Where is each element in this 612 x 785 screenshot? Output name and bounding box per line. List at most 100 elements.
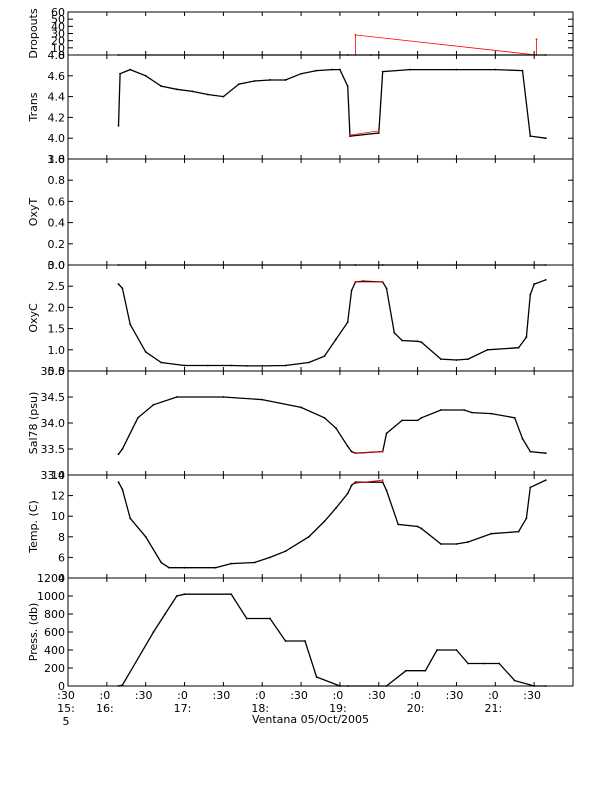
trans-point bbox=[191, 90, 194, 93]
oxyc-point bbox=[144, 351, 147, 353]
temp-point bbox=[307, 535, 310, 538]
temp-point bbox=[381, 481, 384, 484]
x-tick-label: :30 bbox=[368, 689, 386, 702]
sal78-point bbox=[137, 416, 139, 419]
oxyt-axis-label: OxyT bbox=[27, 198, 40, 227]
trans-ytick-label: 3.8 bbox=[48, 153, 66, 166]
sal78-point bbox=[323, 416, 326, 419]
dropouts-ytick-label: 40 bbox=[51, 20, 65, 33]
temp-series-1 bbox=[117, 479, 547, 569]
sal78-ytick-label: 33.5 bbox=[41, 443, 66, 456]
oxyt-ytick-label: 0.8 bbox=[48, 174, 66, 187]
trans-point bbox=[144, 74, 147, 77]
temp-ytick-label: 12 bbox=[51, 490, 65, 503]
temp-point bbox=[144, 535, 147, 538]
press-point bbox=[175, 595, 178, 597]
sal78-point bbox=[381, 450, 384, 453]
temp-point bbox=[397, 523, 400, 526]
press-axis-label: Press. (db) bbox=[27, 603, 40, 662]
x-axis-caption: Ventana 05/Oct/2005 bbox=[252, 713, 369, 726]
oxyc-point bbox=[385, 287, 388, 290]
oxyc-point bbox=[121, 287, 124, 290]
temp-ytick-label: 6 bbox=[58, 551, 65, 564]
oxyc-point bbox=[467, 358, 470, 361]
dropouts-ytick-label: 20 bbox=[51, 35, 65, 48]
oxyc-point bbox=[533, 283, 536, 285]
dropouts-axis-label: Dropouts bbox=[27, 8, 40, 58]
oxyc-axis-label: OxyC bbox=[27, 303, 40, 333]
trans-point bbox=[521, 69, 524, 72]
oxyc-panel-frame bbox=[67, 264, 574, 372]
press-ytick-label: 800 bbox=[44, 608, 65, 621]
oxyc-series-1 bbox=[118, 279, 547, 367]
trans-point bbox=[377, 130, 380, 132]
x-tick-label: :30 bbox=[57, 689, 75, 702]
dropouts-ytick-label: 60 bbox=[51, 6, 65, 19]
x-tick-label: 20: bbox=[407, 702, 425, 715]
oxyc-point bbox=[160, 361, 163, 364]
trans-ytick-label: 4.8 bbox=[48, 49, 66, 62]
trans-point bbox=[346, 85, 349, 88]
oxyc-point bbox=[440, 358, 442, 361]
temp-point bbox=[129, 517, 132, 520]
trans-point bbox=[331, 68, 334, 71]
press-point bbox=[346, 685, 349, 687]
temp-point bbox=[490, 532, 493, 535]
oxyc-point bbox=[393, 331, 396, 334]
oxyc-point bbox=[486, 348, 489, 351]
press-point bbox=[424, 669, 427, 672]
sal78-point bbox=[401, 419, 403, 422]
sal78-point bbox=[117, 453, 120, 456]
oxyc-point bbox=[381, 281, 384, 283]
press-point bbox=[121, 684, 124, 686]
oxyc-point bbox=[401, 339, 403, 342]
temp-point bbox=[440, 543, 442, 545]
press-point bbox=[339, 685, 341, 687]
sal78-point bbox=[471, 411, 473, 414]
oxyc-point bbox=[529, 293, 532, 296]
sal78-ytick-label: 35.0 bbox=[41, 365, 66, 378]
oxyc-point bbox=[206, 364, 209, 367]
oxyc-ytick-label: 2.0 bbox=[48, 301, 66, 314]
temp-series-2 bbox=[355, 479, 383, 484]
oxyc-point bbox=[129, 323, 132, 326]
oxyc-ytick-label: 2.5 bbox=[48, 280, 66, 293]
x-tick-label: :0 bbox=[177, 689, 188, 702]
oxyc-point bbox=[362, 280, 365, 283]
trans-point bbox=[339, 68, 341, 71]
sal78-point bbox=[222, 396, 225, 398]
oxyt-ytick-label: 0.2 bbox=[48, 238, 66, 251]
trans-point bbox=[349, 134, 351, 136]
sal78-point bbox=[175, 396, 178, 398]
temp-ytick-label: 14 bbox=[51, 469, 65, 482]
press-point bbox=[467, 662, 470, 665]
x-tick-label: :30 bbox=[523, 689, 541, 702]
press-point bbox=[455, 649, 458, 651]
oxyt-ytick-label: 1.0 bbox=[48, 153, 66, 166]
oxyc-point bbox=[346, 321, 349, 324]
oxyc-point bbox=[245, 365, 248, 367]
trans-point bbox=[269, 79, 271, 81]
temp-point bbox=[214, 566, 217, 569]
sal78-point bbox=[346, 445, 349, 448]
temp-point bbox=[323, 520, 326, 523]
press-point bbox=[533, 685, 536, 687]
temp-panel-frame bbox=[67, 474, 574, 579]
temp-point bbox=[117, 481, 120, 484]
sal78-point bbox=[300, 406, 302, 409]
trans-point bbox=[315, 69, 318, 72]
temp-point bbox=[230, 562, 233, 565]
trans-point bbox=[300, 72, 302, 75]
sal78-point bbox=[350, 450, 353, 453]
press-point bbox=[513, 679, 516, 682]
x-tick-label: 5 bbox=[63, 715, 70, 728]
oxyc-point bbox=[455, 359, 458, 361]
sal78-ytick-label: 34.5 bbox=[41, 391, 66, 404]
press-point bbox=[315, 676, 318, 678]
x-tick-label: :0 bbox=[99, 689, 110, 702]
temp-point bbox=[354, 482, 357, 485]
sal78-point bbox=[521, 437, 524, 440]
temp-ytick-label: 8 bbox=[58, 531, 65, 544]
sal78-point bbox=[261, 398, 264, 401]
